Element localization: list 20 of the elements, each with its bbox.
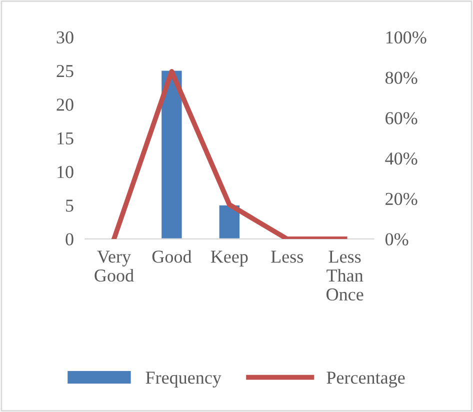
y-tick-label: 15 (58, 132, 74, 144)
y2-tick-label: 20% (386, 192, 418, 206)
y-tick-label: 10 (58, 166, 74, 178)
x-tick-label: Keep (210, 250, 248, 266)
legend-label: Percentage (326, 372, 405, 388)
y2-tick-label: 80% (385, 72, 418, 84)
x-tick-label: Very Good (94, 250, 134, 282)
y-tick-label: 5 (66, 200, 74, 212)
x-tick-label: Good (152, 250, 192, 263)
legend-label: Frequency (146, 372, 222, 388)
y-tick-label: 0 (66, 233, 74, 246)
y2-tick-label: 60% (386, 112, 418, 124)
y2-tick-label: 40% (385, 152, 418, 165)
x-tick-label: Less (271, 250, 304, 263)
y2-tick-label: 100% (386, 31, 426, 44)
x-tick-label: Less Than Once (326, 250, 364, 301)
y2-tick-label: 0% (385, 233, 408, 246)
y-tick-label: 25 (56, 65, 74, 78)
y-tick-label: 30 (56, 31, 74, 44)
y-tick-label: 20 (56, 98, 74, 111)
